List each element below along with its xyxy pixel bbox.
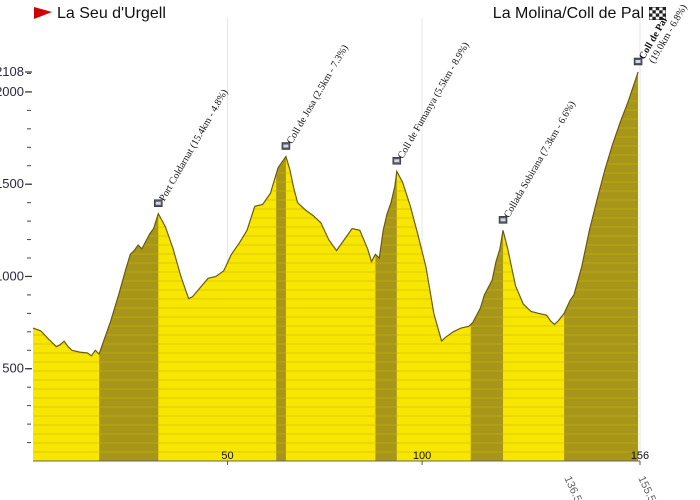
y-tick-label: 1000 <box>0 268 24 283</box>
finish-location-header: La Molina/Coll de Pal <box>493 5 666 23</box>
start-location-label: La Seu d'Urgell <box>57 5 166 22</box>
x-tick-label: 156 <box>631 450 649 462</box>
y-tick-label: 1500 <box>0 176 24 191</box>
start-location-header: La Seu d'Urgell <box>34 5 166 23</box>
checkered-flag-icon <box>649 7 666 20</box>
x-extra-label: 136.5 <box>561 474 584 500</box>
climb-label: Collada Sobirana (7.3km - 6.6%) <box>502 99 578 219</box>
x-tick-label: 50 <box>221 450 233 462</box>
red-flag-icon <box>34 7 52 19</box>
summit-marker-detail <box>155 201 161 205</box>
x-tick-label: 100 <box>413 450 431 462</box>
y-tick-label: 500 <box>2 361 24 376</box>
summit-marker-detail <box>394 159 400 163</box>
profile-area <box>32 71 639 461</box>
summit-marker-detail <box>283 144 289 148</box>
climb-label: Coll de Josa (2.5km - 7.3%) <box>285 43 351 146</box>
climb-band <box>470 72 504 461</box>
x-extra-label: 155.5 <box>635 474 658 500</box>
finish-location-label: La Molina/Coll de Pal <box>492 5 644 22</box>
climb-band <box>564 72 639 461</box>
y-tick-label: 2108 <box>0 64 24 79</box>
climb-label: Coll de Fumanya (5.5km - 8.9%) <box>396 41 472 161</box>
summit-marker-detail <box>635 60 641 63</box>
y-tick-label: 2000 <box>0 84 24 99</box>
climb-label: Port Coldarnat (15.4km - 4.8%) <box>157 88 230 204</box>
climb-band <box>375 72 397 461</box>
climb-band <box>276 72 286 461</box>
summit-marker-detail <box>500 218 506 222</box>
profile-outline <box>32 71 639 357</box>
